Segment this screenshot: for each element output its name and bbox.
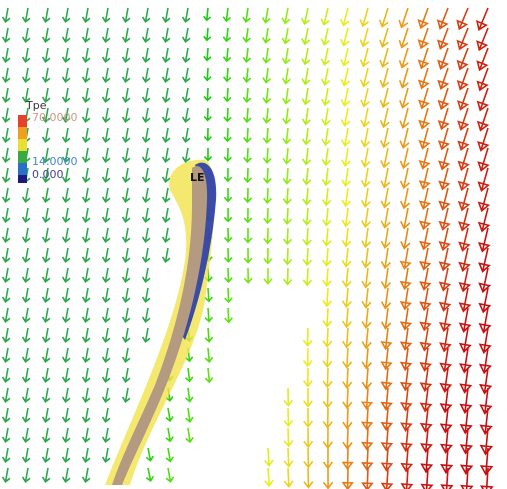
legend-label: 0.000	[32, 168, 64, 181]
legend-swatch	[18, 151, 27, 163]
legend-swatch	[18, 163, 27, 175]
figure: LE Tpe 70.0000 14.0000 0.000	[0, 0, 507, 489]
legend-swatch	[18, 115, 27, 127]
vector-plot: LE Tpe 70.0000 14.0000 0.000	[0, 0, 507, 489]
legend-swatch	[18, 127, 27, 139]
legend-label: 14.0000	[32, 155, 78, 168]
legend-swatch	[18, 139, 27, 151]
legend-label: 70.0000	[32, 111, 78, 124]
le-label: LE	[190, 171, 205, 184]
legend-swatch	[18, 175, 27, 183]
background	[0, 0, 507, 489]
